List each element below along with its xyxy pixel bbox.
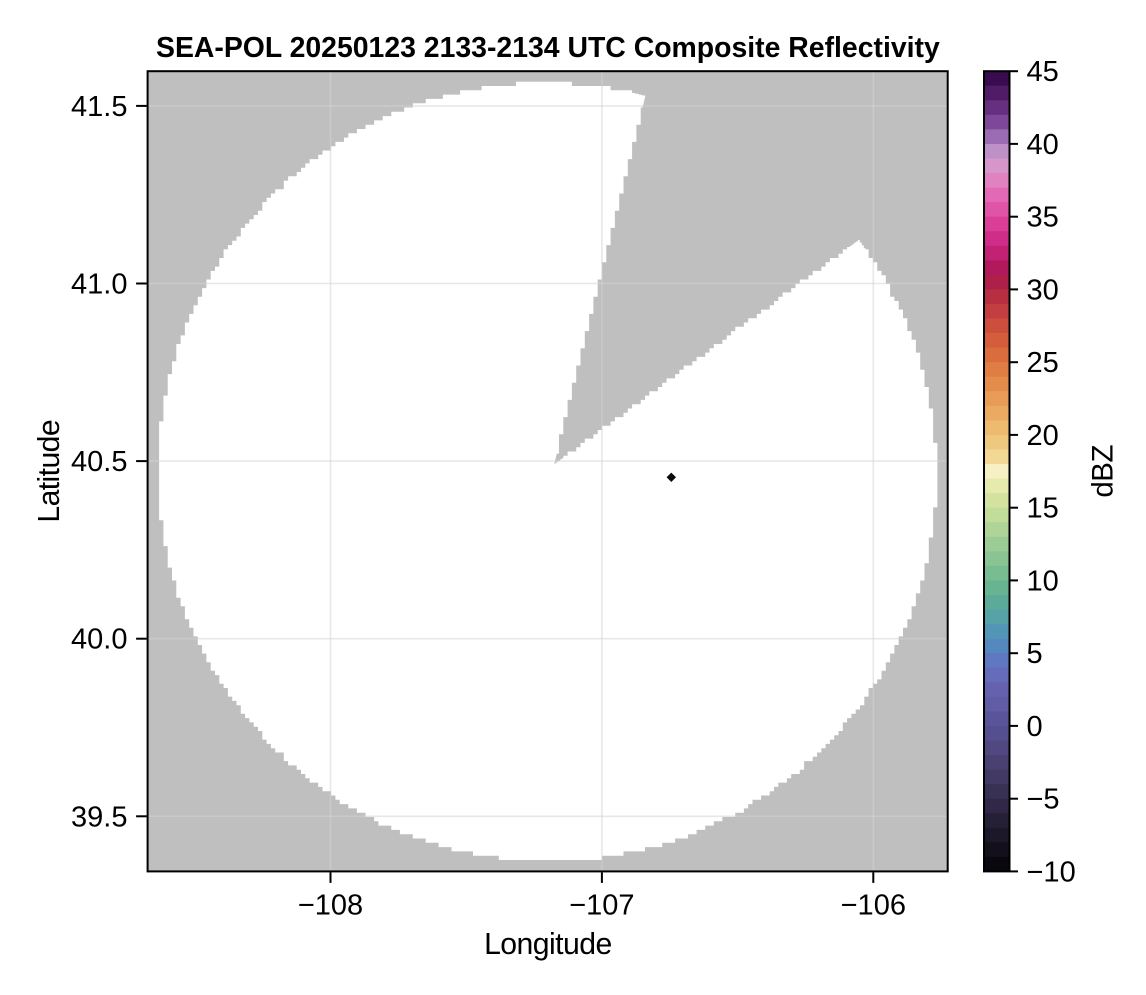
svg-text:41.5: 41.5 [71, 91, 127, 123]
svg-text:35: 35 [1027, 202, 1059, 234]
svg-text:45: 45 [1027, 56, 1059, 88]
svg-text:20: 20 [1027, 420, 1059, 452]
svg-text:SEA-POL 20250123 2133-2134 UTC: SEA-POL 20250123 2133-2134 UTC Composite… [156, 32, 940, 64]
svg-text:−5: −5 [1027, 784, 1060, 816]
svg-text:0: 0 [1027, 711, 1043, 743]
svg-text:40: 40 [1027, 129, 1059, 161]
svg-text:10: 10 [1027, 565, 1059, 597]
svg-text:15: 15 [1027, 493, 1059, 525]
svg-text:−10: −10 [1027, 856, 1076, 888]
svg-text:Latitude: Latitude [33, 420, 66, 523]
svg-text:5: 5 [1027, 638, 1043, 670]
svg-text:dBZ: dBZ [1086, 445, 1119, 498]
svg-text:−106: −106 [841, 890, 906, 922]
svg-text:40.0: 40.0 [71, 624, 127, 656]
svg-text:39.5: 39.5 [71, 801, 127, 833]
svg-text:40.5: 40.5 [71, 446, 127, 478]
svg-text:25: 25 [1027, 347, 1059, 379]
svg-text:−107: −107 [569, 890, 634, 922]
svg-text:−108: −108 [298, 890, 363, 922]
svg-text:41.0: 41.0 [71, 269, 127, 301]
svg-text:Longitude: Longitude [484, 928, 612, 961]
svg-text:30: 30 [1027, 274, 1059, 306]
